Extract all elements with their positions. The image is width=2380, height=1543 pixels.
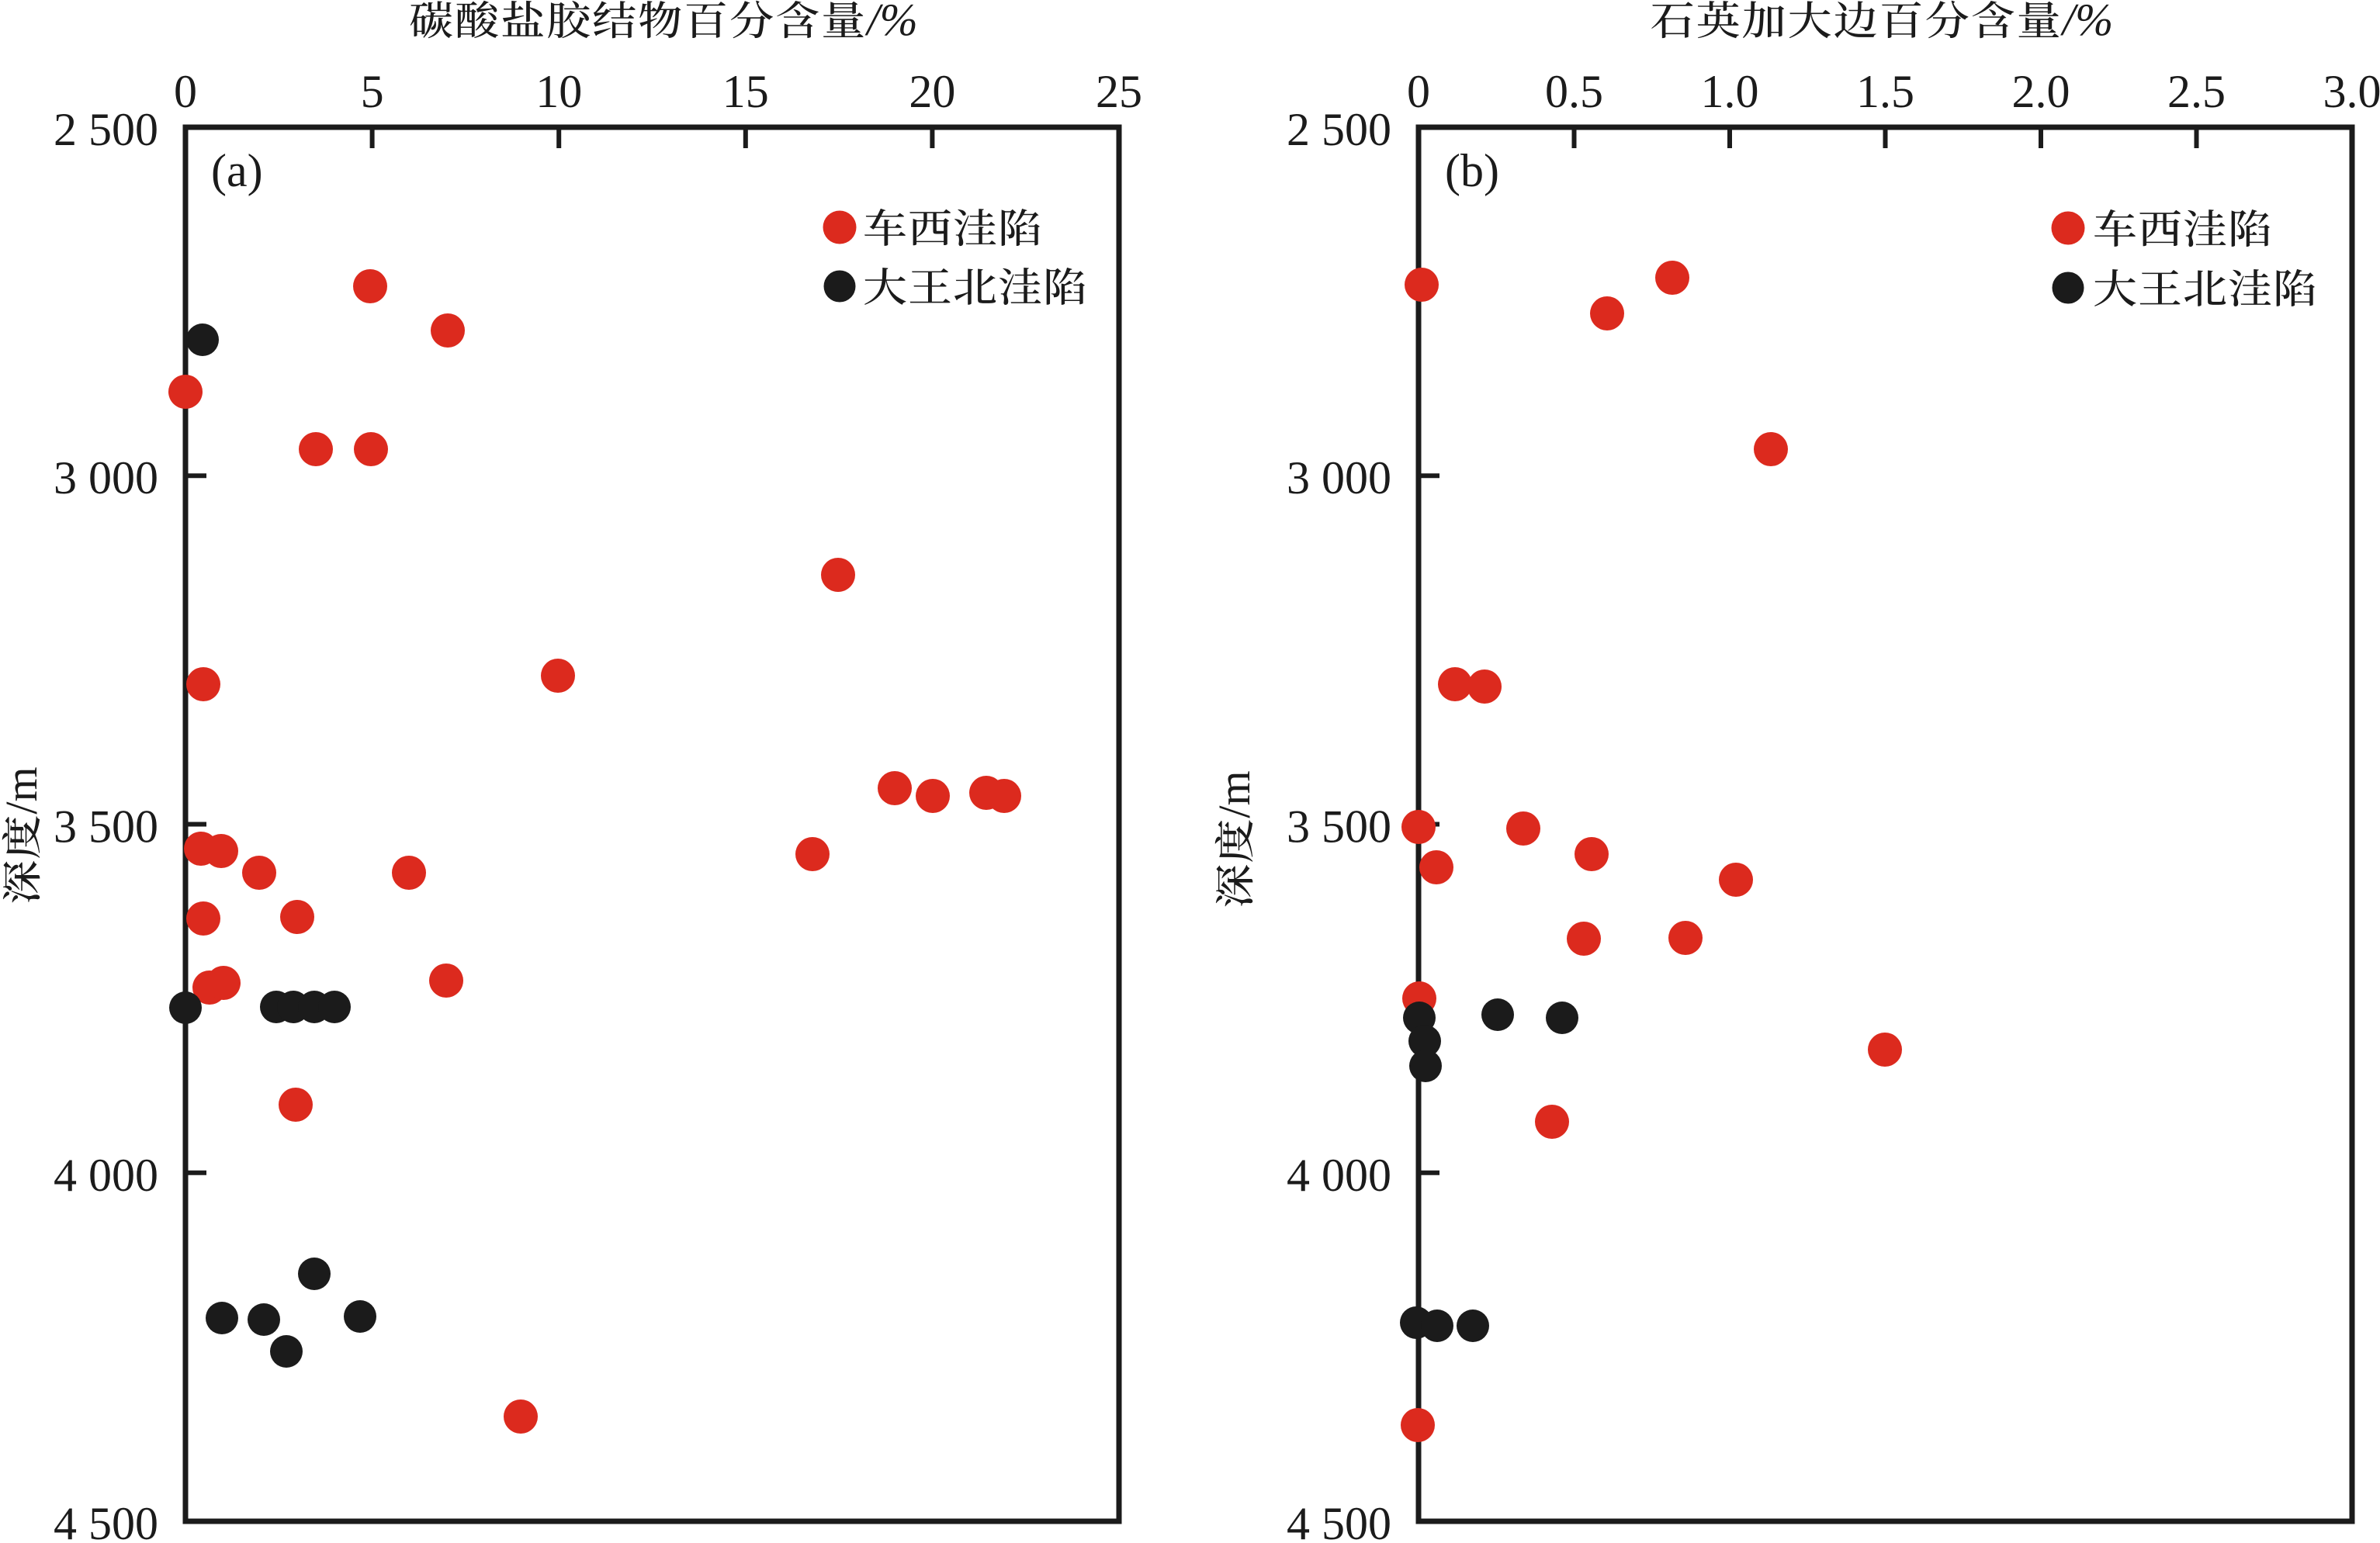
svg-text:(b): (b) — [1445, 145, 1499, 196]
svg-text:2.0: 2.0 — [2012, 66, 2070, 117]
svg-text:1.5: 1.5 — [1856, 66, 1914, 117]
svg-text:(a): (a) — [211, 145, 263, 196]
svg-text:3 000: 3 000 — [1287, 452, 1391, 503]
svg-text:4 000: 4 000 — [1287, 1150, 1391, 1201]
svg-text:3 000: 3 000 — [54, 452, 158, 503]
svg-text:5: 5 — [361, 66, 384, 117]
svg-text:/m: /m — [1209, 770, 1259, 818]
svg-text:2.5: 2.5 — [2167, 66, 2226, 117]
svg-text:3.0: 3.0 — [2323, 66, 2380, 117]
svg-text:15: 15 — [722, 66, 769, 117]
svg-text:4 000: 4 000 — [54, 1150, 158, 1201]
svg-text:25: 25 — [1096, 66, 1142, 117]
svg-text:2 500: 2 500 — [1287, 104, 1391, 155]
svg-text:3 500: 3 500 — [1287, 801, 1391, 853]
svg-text:/%: /% — [864, 0, 918, 45]
svg-text:10: 10 — [535, 66, 582, 117]
svg-text:20: 20 — [909, 66, 955, 117]
svg-text:1.0: 1.0 — [1701, 66, 1759, 117]
svg-text:3 500: 3 500 — [54, 801, 158, 853]
svg-text:0.5: 0.5 — [1545, 66, 1603, 117]
svg-text:4 500: 4 500 — [1287, 1498, 1391, 1543]
svg-text:/%: /% — [2060, 0, 2114, 45]
svg-text:0: 0 — [174, 66, 197, 117]
svg-text:/m: /m — [0, 766, 47, 814]
svg-text:0: 0 — [1407, 66, 1430, 117]
svg-text:2 500: 2 500 — [54, 104, 158, 155]
svg-text:4 500: 4 500 — [54, 1498, 158, 1543]
